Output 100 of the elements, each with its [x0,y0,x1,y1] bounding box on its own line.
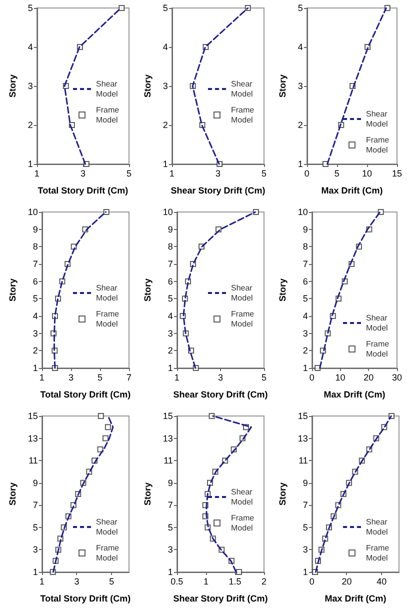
x-tick-label: 0 [304,168,310,178]
x-tick-label: 3 [215,168,220,178]
y-tick-label: 10 [162,207,173,217]
y-axis-title: Story [8,278,18,302]
legend-label: Frame Model [231,106,256,124]
y-tick-label: 13 [162,433,173,444]
y-tick-label: 3 [168,544,173,555]
y-tick-label: 3 [28,81,33,91]
y-tick-label: 8 [168,242,173,252]
y-tick-label: 15 [162,411,173,421]
y-tick-label: 9 [302,224,308,234]
x-tick-label: 5 [126,168,132,178]
y-tick-label: 5 [32,522,38,532]
y-tick-label: 1 [32,363,38,373]
x-axis-title: Max Drift (Cm) [324,390,386,400]
y-tick-label: 1 [168,363,173,373]
y-tick-label: 5 [168,294,173,304]
x-tick-label: 20 [364,372,374,382]
y-tick-label: 4 [302,311,308,321]
legend-label: Shear Model [231,284,255,302]
y-tick-label: 13 [28,433,38,444]
y-tick-label: 2 [28,120,33,130]
y-axis-title: Story [278,74,288,98]
y-tick-label: 11 [164,456,173,466]
y-tick-label: 9 [168,224,173,234]
x-tick-label: 5 [97,372,102,382]
y-tick-label: 4 [32,311,38,321]
x-axis-title: Total Story Drift (Cm) [40,390,131,400]
x-axis-title: Max Drift (Cm) [324,594,386,604]
y-tick-label: 10 [28,207,38,217]
y-tick-label: 13 [298,433,308,444]
y-tick-label: 9 [32,478,38,488]
y-tick-label: 9 [168,478,173,488]
y-tick-label: 3 [32,544,38,555]
x-axis-title: Shear Story Drift (Cm) [170,186,266,196]
y-tick-label: 9 [32,224,38,234]
y-tick-label: 5 [302,294,308,304]
legend-label: Frame Model [366,136,392,154]
y-tick-label: 7 [32,259,38,269]
y-tick-label: 5 [162,3,168,13]
y-tick-label: 2 [168,346,173,356]
legend-label: Shear Model [96,80,120,98]
x-tick-label: 20 [342,576,352,586]
y-tick-label: 7 [32,500,38,510]
y-tick-label: 1 [28,159,33,169]
x-axis-title: Total Story Drift (Cm) [38,186,128,196]
x-tick-label: 15 [392,168,402,178]
y-tick-label: 4 [168,311,173,321]
legend-label: Frame Model [96,310,122,328]
x-tick-label: 0 [309,576,314,586]
x-tick-label: 5 [334,168,340,178]
y-tick-label: 8 [32,242,38,252]
legend-label: Frame Model [366,340,392,358]
x-tick-label: 7 [126,372,132,382]
y-tick-label: 4 [162,42,168,52]
x-tick-label: 0.5 [170,576,184,586]
y-tick-label: 5 [32,294,38,304]
point [118,5,125,11]
y-tick-label: 8 [302,242,308,252]
legend-label: Frame Model [231,514,256,532]
x-tick-label: 10 [362,168,372,178]
y-axis-title: Story [278,278,288,302]
y-tick-label: 11 [298,456,308,466]
y-axis-title: Story [142,278,152,302]
y-tick-label: 6 [32,276,38,286]
y-axis-title: Story [8,74,18,98]
y-tick-label: 1 [302,363,308,373]
y-axis-title: Story [278,482,288,506]
point [98,413,104,419]
y-tick-label: 1 [168,567,173,577]
y-tick-label: 5 [302,522,308,532]
y-tick-label: 3 [302,328,308,338]
y-tick-label: 2 [298,120,303,130]
x-tick-label: 1.5 [228,576,242,586]
y-tick-label: 2 [162,120,168,130]
x-tick-label: 5 [261,372,267,382]
legend-label: Shear Model [366,314,390,332]
y-tick-label: 15 [28,411,38,421]
y-tick-label: 5 [168,522,173,532]
x-tick-label: 5 [261,168,267,178]
legend-label: Shear Model [231,488,255,506]
point [236,569,242,575]
y-axis-title: Story [142,482,152,506]
legend-label: Frame Model [96,106,122,124]
x-tick-label: 1 [174,372,180,382]
point [314,365,321,371]
x-tick-label: 5 [109,576,114,586]
legend-label: Frame Model [231,310,256,328]
y-tick-label: 7 [168,500,173,510]
y-tick-label: 3 [32,328,38,338]
y-tick-label: 1 [298,159,303,169]
point [208,413,215,419]
legend-label: Shear Model [366,518,390,536]
y-tick-label: 1 [32,567,38,577]
point [103,209,110,215]
y-tick-label: 11 [28,456,38,466]
y-tick-label: 9 [302,478,308,488]
x-tick-label: 10 [335,372,346,382]
x-tick-label: 3 [74,576,80,586]
y-tick-label: 7 [302,259,308,269]
